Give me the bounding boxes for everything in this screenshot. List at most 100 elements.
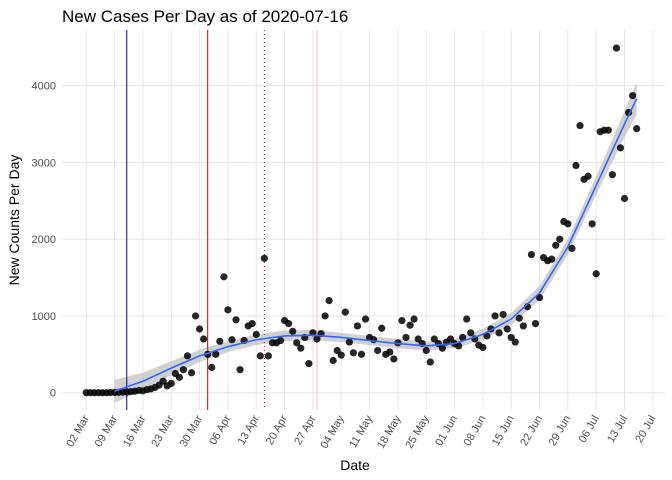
x-tick-label: 11 May (347, 413, 375, 450)
data-point (232, 316, 240, 324)
data-point (264, 352, 272, 360)
data-point (357, 350, 366, 358)
data-point (289, 327, 297, 335)
x-tick-label: 18 May (375, 413, 404, 451)
x-tick-label: 16 Mar (121, 413, 149, 449)
data-point (236, 366, 244, 374)
data-point (386, 348, 394, 356)
data-point (604, 126, 612, 134)
data-point (556, 235, 564, 243)
x-tick-label: 30 Mar (178, 413, 206, 449)
chart-title: New Cases Per Day as of 2020-07-16 (62, 7, 348, 26)
x-tick-label: 22 Jun (518, 414, 545, 449)
data-point (495, 329, 503, 337)
data-point (463, 315, 471, 323)
data-point (224, 306, 232, 314)
data-point (515, 314, 523, 322)
data-point (422, 346, 430, 355)
x-tick-label: 20 Jul (633, 414, 658, 445)
x-tick-label: 29 Jun (547, 414, 574, 449)
data-point (426, 358, 434, 366)
data-point (313, 335, 321, 343)
y-tick-label: 3000 (32, 157, 56, 169)
data-point (548, 255, 556, 263)
y-tick-label: 2000 (32, 234, 56, 246)
data-point (459, 333, 467, 342)
data-point (629, 92, 637, 100)
confidence-band (114, 82, 637, 403)
data-point (499, 310, 507, 319)
x-tick-label: 08 Jun (462, 414, 489, 449)
data-point (285, 320, 293, 328)
data-point (361, 315, 370, 323)
data-point (353, 322, 362, 330)
data-point (260, 254, 268, 262)
data-point (321, 312, 329, 320)
y-tick-label: 0 (50, 388, 56, 400)
data-point (503, 325, 511, 333)
data-point (576, 121, 584, 130)
data-point (608, 171, 616, 179)
data-point (390, 355, 398, 363)
data-point (483, 332, 491, 340)
x-tick-label: 20 Apr (264, 413, 290, 447)
data-point (252, 330, 260, 338)
data-point (455, 342, 463, 350)
data-point (167, 379, 175, 388)
data-point (220, 273, 228, 281)
data-point (612, 44, 621, 52)
data-point (535, 293, 544, 302)
data-point (305, 359, 313, 368)
data-point (345, 338, 353, 346)
data-point (175, 373, 183, 381)
data-point (187, 369, 196, 377)
x-tick-label: 06 Jul (577, 414, 602, 445)
data-point (552, 241, 560, 249)
data-point (402, 333, 410, 342)
data-point (297, 344, 305, 352)
data-point (467, 329, 475, 337)
x-tick-label: 13 Jul (605, 414, 630, 445)
data-point (592, 270, 600, 278)
data-point (195, 325, 204, 333)
data-point (276, 336, 285, 345)
trend-line (114, 98, 638, 392)
data-point (491, 312, 499, 320)
data-point (256, 352, 264, 360)
y-tick-label: 4000 (32, 81, 56, 93)
data-point (341, 308, 349, 316)
data-point (564, 220, 572, 228)
x-tick-label: 15 Jun (490, 414, 517, 449)
data-point (616, 144, 625, 152)
x-tick-label: 02 Mar (64, 413, 92, 449)
data-point (228, 336, 236, 344)
data-point (325, 297, 333, 305)
data-point (410, 315, 418, 323)
y-tick-label: 1000 (32, 311, 56, 323)
data-point (329, 356, 337, 365)
data-point (374, 346, 382, 355)
x-tick-label: 01 Jun (433, 414, 460, 449)
data-point (438, 344, 447, 352)
x-tick-label: 04 May (318, 413, 347, 451)
data-point (406, 321, 414, 329)
data-point (208, 363, 216, 371)
data-point (337, 351, 345, 359)
data-point (293, 339, 301, 347)
data-point (378, 324, 386, 332)
data-point (349, 349, 357, 357)
data-point (527, 250, 536, 259)
data-point (200, 335, 208, 343)
x-tick-label: 13 Apr (236, 413, 262, 447)
data-point (519, 322, 527, 330)
data-point (568, 244, 576, 253)
data-point (212, 350, 220, 358)
data-point (398, 316, 406, 325)
data-point (216, 337, 224, 345)
x-tick-label: 25 May (403, 413, 432, 451)
x-tick-label: 09 Mar (93, 413, 121, 449)
data-point (531, 320, 540, 328)
x-axis-title: Date (340, 457, 370, 473)
data-point (179, 366, 188, 374)
